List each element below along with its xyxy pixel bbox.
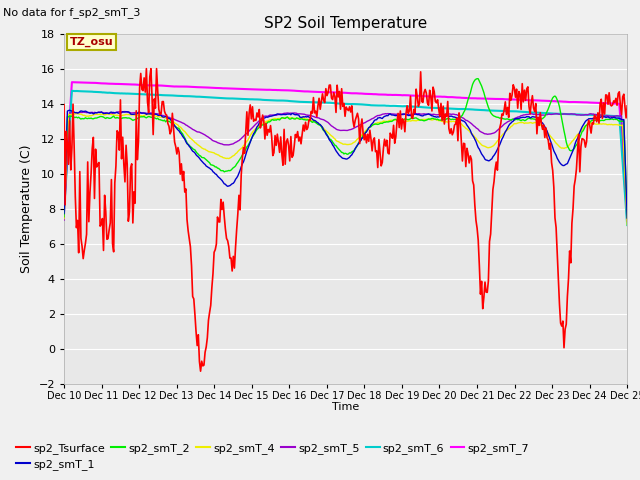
sp2_smT_6 — [329, 100, 337, 106]
sp2_smT_6 — [60, 208, 68, 214]
sp2_smT_4 — [329, 134, 337, 140]
sp2_smT_1 — [523, 114, 531, 120]
sp2_smT_5 — [121, 108, 129, 114]
sp2_smT_4 — [366, 124, 374, 130]
sp2_Tsurface — [196, 368, 204, 374]
Line: sp2_smT_7: sp2_smT_7 — [64, 82, 627, 218]
sp2_smT_5 — [611, 113, 619, 119]
sp2_smT_2 — [365, 125, 372, 131]
sp2_smT_4 — [623, 222, 631, 228]
sp2_smT_7 — [623, 216, 631, 221]
sp2_smT_4 — [60, 216, 68, 221]
sp2_smT_7 — [329, 89, 337, 95]
sp2_smT_5 — [623, 218, 631, 224]
sp2_smT_6 — [332, 100, 340, 106]
Line: sp2_smT_1: sp2_smT_1 — [64, 110, 627, 218]
Text: TZ_osu: TZ_osu — [70, 37, 113, 48]
sp2_smT_4 — [397, 118, 404, 123]
sp2_smT_1 — [366, 124, 374, 130]
sp2_smT_2 — [60, 214, 68, 220]
sp2_smT_4 — [523, 120, 531, 126]
sp2_smT_7 — [366, 91, 374, 97]
sp2_smT_7 — [332, 90, 340, 96]
sp2_smT_2 — [623, 215, 631, 220]
sp2_smT_2 — [328, 137, 335, 143]
sp2_smT_6 — [68, 88, 76, 94]
sp2_smT_2 — [396, 117, 403, 123]
sp2_smT_7 — [68, 79, 76, 85]
Title: SP2 Soil Temperature: SP2 Soil Temperature — [264, 16, 428, 31]
sp2_smT_4 — [72, 111, 79, 117]
sp2_smT_5 — [332, 126, 340, 132]
sp2_smT_6 — [523, 109, 531, 115]
Line: sp2_smT_2: sp2_smT_2 — [64, 79, 627, 217]
sp2_smT_5 — [60, 217, 68, 223]
sp2_smT_1 — [60, 211, 68, 216]
Text: No data for f_sp2_smT_3: No data for f_sp2_smT_3 — [3, 7, 141, 18]
sp2_smT_7 — [397, 92, 404, 98]
sp2_Tsurface — [330, 90, 337, 96]
sp2_smT_4 — [611, 122, 619, 128]
sp2_Tsurface — [397, 126, 405, 132]
sp2_smT_7 — [523, 97, 531, 103]
Line: sp2_Tsurface: sp2_Tsurface — [64, 69, 627, 371]
Legend: sp2_Tsurface, sp2_smT_1, sp2_smT_2, sp2_smT_4, sp2_smT_5, sp2_smT_6, sp2_smT_7: sp2_Tsurface, sp2_smT_1, sp2_smT_2, sp2_… — [12, 438, 534, 474]
sp2_Tsurface — [623, 103, 631, 108]
sp2_smT_1 — [611, 114, 619, 120]
sp2_smT_5 — [329, 124, 337, 130]
sp2_smT_2 — [611, 116, 619, 122]
sp2_smT_1 — [332, 148, 340, 154]
sp2_smT_5 — [397, 112, 404, 118]
sp2_smT_7 — [60, 204, 68, 209]
sp2_smT_1 — [397, 112, 404, 118]
sp2_smT_6 — [366, 102, 374, 108]
sp2_smT_6 — [623, 222, 631, 228]
sp2_Tsurface — [60, 102, 68, 108]
sp2_Tsurface — [612, 96, 620, 101]
sp2_smT_5 — [366, 117, 374, 123]
sp2_Tsurface — [367, 136, 375, 142]
sp2_smT_6 — [611, 113, 619, 119]
sp2_Tsurface — [333, 82, 341, 88]
Line: sp2_smT_6: sp2_smT_6 — [64, 91, 627, 225]
Y-axis label: Soil Temperature (C): Soil Temperature (C) — [20, 144, 33, 273]
Line: sp2_smT_5: sp2_smT_5 — [64, 111, 627, 221]
sp2_smT_4 — [332, 138, 340, 144]
sp2_smT_1 — [66, 108, 74, 113]
Line: sp2_smT_4: sp2_smT_4 — [64, 114, 627, 225]
sp2_smT_6 — [397, 103, 404, 109]
sp2_smT_2 — [473, 76, 481, 82]
sp2_Tsurface — [524, 84, 532, 90]
sp2_smT_2 — [523, 117, 531, 122]
sp2_Tsurface — [143, 66, 150, 72]
sp2_smT_2 — [331, 143, 339, 148]
sp2_smT_5 — [523, 111, 531, 117]
sp2_smT_7 — [611, 101, 619, 107]
X-axis label: Time: Time — [332, 402, 359, 412]
sp2_smT_1 — [329, 142, 337, 148]
sp2_smT_1 — [623, 216, 631, 221]
